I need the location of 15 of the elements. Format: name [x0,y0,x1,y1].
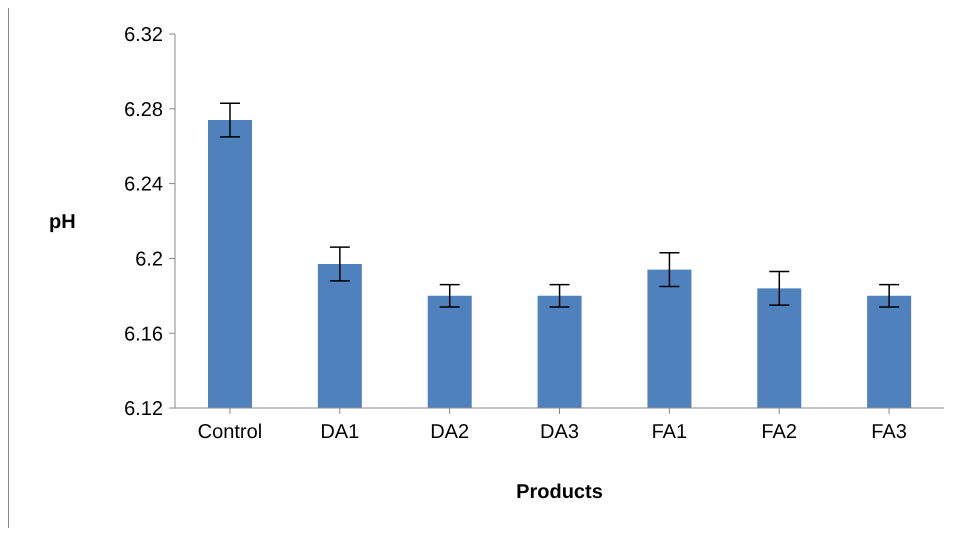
y-tick-label: 6.32 [124,24,163,46]
x-tick-label: DA2 [430,421,470,444]
y-tick-label: 6.2 [135,248,163,270]
x-tick-label: FA2 [761,421,798,444]
y-tick-label: 6.24 [124,174,163,196]
x-tick-label: DA1 [320,421,360,444]
x-tick-label: FA3 [871,421,907,444]
y-tick-label: 6.28 [124,98,163,121]
x-tick-label: FA1 [652,421,688,444]
y-tick-label: 6.12 [124,398,163,420]
y-axis-title: pH [49,211,76,234]
y-tick-label: 6.16 [124,323,163,346]
x-tick-label: Control [198,421,262,444]
x-axis-title: Products [516,481,603,503]
x-tick-label: DA3 [540,421,579,444]
